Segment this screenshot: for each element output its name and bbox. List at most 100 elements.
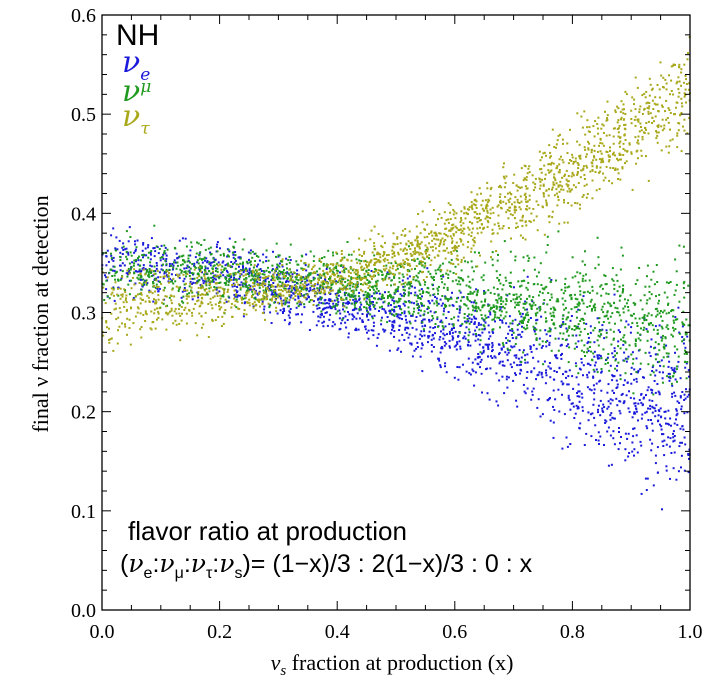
scatter-point [470,191,473,194]
scatter-point [452,324,455,327]
scatter-point [257,292,260,295]
scatter-point [441,302,444,305]
scatter-point [537,398,540,401]
scatter-point [648,351,651,354]
scatter-point [582,374,584,377]
scatter-point [609,434,612,437]
scatter-point [438,338,441,341]
scatter-point [277,272,280,275]
scatter-point [496,288,499,290]
scatter-point [654,358,657,361]
scatter-point [624,139,627,141]
scatter-point [307,283,310,286]
scatter-point [494,320,496,323]
scatter-point [492,211,495,214]
scatter-point [158,271,161,274]
scatter-point [655,404,658,407]
scatter-point [286,267,288,270]
scatter-point [320,302,323,305]
scatter-point [617,119,620,122]
scatter-point [361,320,364,323]
scatter-point [232,263,234,266]
scatter-point [444,325,447,328]
scatter-point [639,362,642,365]
scatter-point [555,354,558,357]
scatter-point [548,341,551,344]
scatter-point [414,335,417,338]
scatter-point [397,286,400,288]
scatter-point [576,327,579,329]
scatter-point [395,305,398,308]
scatter-point [489,311,492,314]
scatter-point [352,298,355,301]
scatter-point [214,258,217,261]
scatter-point [584,250,586,253]
scatter-point [191,291,194,294]
scatter-point [598,329,601,331]
scatter-point [273,291,275,293]
scatter-point [468,285,470,288]
scatter-point [225,269,228,272]
scatter-point [673,367,676,370]
scatter-point [192,281,195,284]
scatter-point [258,301,261,303]
scatter-point [615,379,618,382]
scatter-point [593,155,595,158]
scatter-point [597,357,599,360]
scatter-point [558,325,561,328]
scatter-point [236,300,239,303]
scatter-point [391,313,393,316]
scatter-point [567,334,570,337]
scatter-point [447,202,450,205]
scatter-point [158,248,161,250]
scatter-point [356,274,359,277]
scatter-point [683,399,686,401]
scatter-point [471,278,474,281]
scatter-point [646,264,649,267]
scatter-point [607,317,610,320]
scatter-point [198,312,201,315]
scatter-point [593,327,596,329]
scatter-point [352,283,355,286]
scatter-point [520,200,523,203]
scatter-point [105,255,108,258]
scatter-point [619,347,622,350]
scatter-point [599,166,602,169]
scatter-point [196,259,199,262]
scatter-point [496,301,499,304]
scatter-point [483,290,485,293]
scatter-point [237,294,240,297]
scatter-point [546,244,549,246]
scatter-point [152,270,155,273]
scatter-point [275,310,278,313]
scatter-point [458,311,461,314]
scatter-point [404,326,407,329]
scatter-point [182,301,185,304]
scatter-point [496,259,499,262]
scatter-point [497,404,500,407]
scatter-point [321,257,323,260]
scatter-point [415,225,418,228]
scatter-point [232,253,235,256]
scatter-point [477,307,480,310]
scatter-point [536,283,539,286]
scatter-point [496,232,499,235]
scatter-point [162,298,165,301]
scatter-point [657,420,659,423]
scatter-point [588,291,591,294]
scatter-point [308,290,311,293]
scatter-point [285,281,287,283]
scatter-point [513,209,516,212]
scatter-point [641,404,644,407]
scatter-point [352,292,355,295]
scatter-point [358,291,361,294]
scatter-point [227,264,230,267]
scatter-point [319,284,322,287]
scatter-point [625,320,628,323]
scatter-point [468,322,471,325]
scatter-point [365,301,368,304]
scatter-point [587,147,590,150]
scatter-point [265,249,268,252]
scatter-point [582,295,585,298]
scatter-point [192,307,195,310]
